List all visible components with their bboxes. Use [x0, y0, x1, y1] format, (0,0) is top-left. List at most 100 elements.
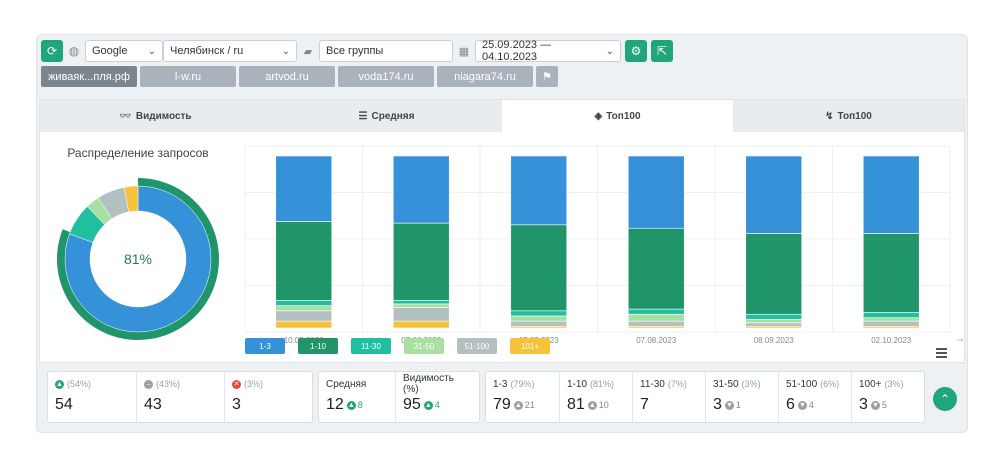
refresh-icon: ⟳ — [46, 44, 58, 58]
legend-label: 101+ — [521, 342, 539, 351]
bar-1-10-2 — [510, 224, 568, 312]
tab-label: Видимость — [135, 110, 192, 122]
stat-same: – (43%) 43 — [136, 372, 224, 422]
donut-slice-1-3 — [64, 185, 212, 333]
export-icon: ⇱ — [656, 44, 668, 58]
refresh-button[interactable]: ⟳ — [41, 40, 63, 62]
up-circle-icon: ▲ — [587, 400, 597, 410]
legend-101+ — [510, 338, 550, 354]
bar-1-3-1 — [392, 155, 450, 224]
stat-pct: (6%) — [820, 379, 840, 389]
stat-range: 11-30 — [640, 378, 665, 390]
stat-delta: 10 — [598, 400, 609, 410]
stat-value-row: 79 ▲ 21 — [493, 396, 552, 414]
region-select[interactable]: Челябинск / ru ⌄ — [163, 40, 297, 62]
stat-value: 43 — [144, 396, 162, 413]
stat-delta: 4 — [434, 400, 440, 410]
site-tab-3[interactable]: artvod.ru — [239, 66, 335, 87]
donut-title: Распределение запросов — [67, 146, 209, 160]
menu-icon — [936, 348, 947, 350]
bar-101+-1 — [392, 320, 450, 329]
globe-icon: ◍ — [68, 44, 80, 58]
charts-svg: 81%10.05.202307.06.202307.07.202307.08.2… — [57, 145, 964, 358]
stat-value: 54 — [55, 396, 73, 413]
down-circle-icon: ✕ — [232, 379, 241, 389]
stat-label: 11-30 (7%) — [640, 377, 698, 391]
stat-up: ▲ (54%) 54 — [48, 372, 136, 422]
site-tab-5[interactable]: niagara74.ru — [437, 66, 533, 87]
tab-top100[interactable]: ◈ Топ100 — [502, 100, 733, 132]
tab-top100-trend[interactable]: ↯ Топ100 — [733, 100, 964, 132]
menu-icon — [936, 352, 947, 354]
region-value: Челябинск / ru — [170, 45, 244, 57]
stat-average: Средняя 12 ▲ 8 — [319, 372, 395, 422]
bar-31-50-1 — [392, 303, 450, 308]
stat-label: 100+ (3%) — [859, 377, 917, 391]
bar-31-50-4 — [745, 319, 803, 324]
stat-delta: 8 — [357, 400, 363, 410]
site-tab-2[interactable]: l-w.ru — [140, 66, 236, 87]
stat-label: Видимость (%) — [403, 373, 454, 395]
stat-value: 3 — [232, 396, 241, 413]
bar-11-30-2 — [510, 310, 568, 317]
flag-button[interactable]: ⚑ — [536, 66, 558, 87]
bar-51-100-2 — [510, 320, 568, 327]
stat-label: 51-100 (6%) — [786, 377, 844, 391]
bar-1-3-2 — [510, 155, 568, 226]
stat-value-row: 3 ▼ 1 — [713, 396, 771, 414]
minus-circle-icon: – — [144, 379, 153, 389]
date-range-select[interactable]: 25.09.2023 — 04.10.2023 ⌄ — [475, 39, 621, 63]
group-value: Все группы — [326, 45, 384, 57]
toolbar: ⟳ ◍ Google ⌄ Челябинск / ru ⌄ ▰ Все груп… — [41, 39, 673, 63]
stat-pct: (79%) — [510, 379, 535, 389]
x-tick-label: 07.08.2023 — [636, 336, 677, 345]
legend-label: 51-100 — [465, 342, 490, 351]
donut-slice-101+ — [123, 185, 139, 213]
bar-11-30-5 — [862, 312, 920, 318]
site-tab-4[interactable]: voda174.ru — [338, 66, 434, 87]
bar-101+-0 — [275, 320, 333, 329]
up-circle-icon: ▲ — [346, 400, 356, 410]
stat-label: Средняя — [326, 378, 367, 390]
stat-value: 6 — [786, 396, 795, 413]
search-engine-select[interactable]: Google ⌄ — [85, 40, 163, 62]
stat-pct: (3%) — [244, 379, 264, 389]
bar-31-50-0 — [275, 305, 333, 312]
legend-1-10 — [298, 338, 338, 354]
stat-pct: (43%) — [156, 379, 181, 389]
legend-31-50 — [404, 338, 444, 354]
stat-position-1: 1-10 (81%) 81 ▲ 10 — [559, 372, 632, 422]
scroll-up-button[interactable]: ⌃ — [933, 387, 957, 411]
stat-range: 100+ — [859, 378, 882, 390]
bar-1-10-1 — [392, 222, 450, 301]
stat-range: 31-50 — [713, 378, 739, 390]
stat-pct: (3%) — [741, 379, 761, 389]
bar-1-10-3 — [627, 227, 685, 310]
export-button[interactable]: ⇱ — [651, 40, 673, 62]
view-tabs: 👓 Видимость ☰ Средняя ◈ Топ100 ↯ Топ100 — [40, 100, 964, 132]
stat-label: 1-3 (79%) — [493, 377, 552, 391]
group-input[interactable]: Все группы — [319, 40, 453, 62]
bar-1-10-5 — [862, 233, 920, 313]
site-tab-1[interactable]: живаяк...пля.рф — [41, 66, 137, 87]
stat-delta: 5 — [881, 400, 887, 410]
tab-average[interactable]: ☰ Средняя — [271, 100, 502, 132]
bar-51-100-3 — [627, 320, 685, 327]
tab-visibility[interactable]: 👓 Видимость — [40, 100, 271, 132]
stat-pct: (7%) — [667, 379, 687, 389]
stat-delta: 1 — [735, 400, 741, 410]
bar-1-3-3 — [627, 155, 685, 229]
settings-button[interactable]: ⚙ — [625, 40, 647, 62]
stat-delta: 4 — [808, 400, 814, 410]
stats-positions: 1-3 (79%) 79 ▲ 21 1-10 (81%) 81 ▲ 10 11-30 (7%) 7 31-… — [485, 371, 925, 423]
trend-icon: ↯ — [825, 110, 834, 122]
stat-range: 51-100 — [786, 378, 818, 390]
bar-51-100-4 — [745, 322, 803, 327]
stat-position-4: 51-100 (6%) 6 ▼ 4 — [778, 372, 851, 422]
stat-value-row: 81 ▲ 10 — [567, 396, 625, 414]
bar-1-10-4 — [745, 233, 803, 315]
down-circle-icon: ▼ — [797, 400, 807, 410]
menu-icon — [936, 356, 947, 358]
site-tabs: живаяк...пля.рф l-w.ru artvod.ru voda174… — [41, 66, 558, 87]
stat-value-row: 3 ▼ 5 — [859, 396, 917, 414]
